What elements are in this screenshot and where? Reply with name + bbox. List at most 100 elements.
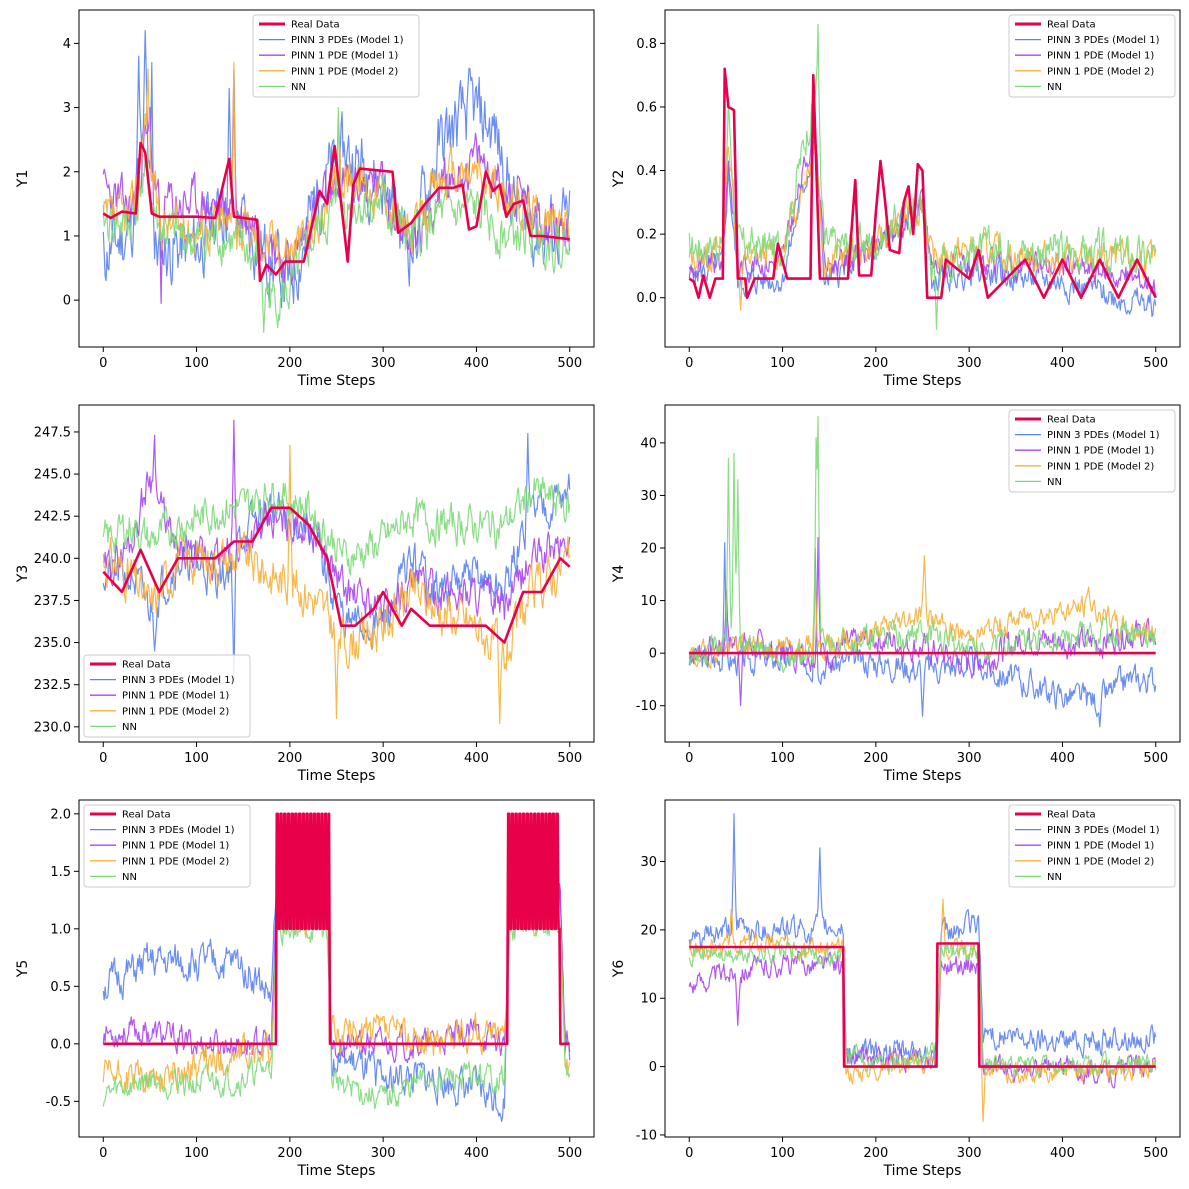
plot-area-y1 xyxy=(102,29,571,333)
y-axis-label: Y3 xyxy=(15,565,31,583)
x-tick-label: 500 xyxy=(1143,1146,1168,1161)
subplot-y4: 0 100 200 300 400 500 -10 0 10 20 30 40 Time Steps Y4… xyxy=(611,404,1181,784)
y-tick-label: 1.5 xyxy=(50,865,71,880)
legend-label-pinn1m1: PINN 1 PDE (Model 1) xyxy=(1047,841,1154,852)
y-tick-label: 0.0 xyxy=(636,291,657,306)
legend-box xyxy=(252,14,420,98)
legend-label-pinn1m2: PINN 1 PDE (Model 2) xyxy=(122,856,229,867)
legend-label-pinn1m2: PINN 1 PDE (Model 2) xyxy=(1047,66,1154,77)
legend-label-nn: NN xyxy=(1047,477,1062,488)
legend-label-pinn3: PINN 3 PDEs (Model 1) xyxy=(122,675,235,686)
legend-y4: Real Data PINN 3 PDEs (Model 1) PINN 1 PDE… xyxy=(1008,409,1176,493)
series-real-y6 xyxy=(689,942,1156,1068)
legend-box xyxy=(1008,409,1176,493)
y-tick-label: 242.5 xyxy=(34,510,71,525)
x-tick-label: 200 xyxy=(863,356,888,371)
x-tick-label: 200 xyxy=(277,751,302,766)
y-axis-label: Y1 xyxy=(15,170,31,188)
legend-label-pinn3: PINN 3 PDEs (Model 1) xyxy=(1047,35,1160,46)
y-tick-label: 237.5 xyxy=(34,594,71,609)
y-tick-label: 232.5 xyxy=(34,678,71,693)
series-pinn1m1-y3 xyxy=(102,419,571,622)
x-tick-label: 400 xyxy=(1050,1146,1075,1161)
legend-label-nn: NN xyxy=(122,722,137,733)
series-pinn1m2-y6 xyxy=(688,898,1157,1122)
legend-y3: Real Data PINN 3 PDEs (Model 1) PINN 1 PDE… xyxy=(83,654,251,738)
plot-area-y2 xyxy=(688,23,1157,331)
legend-label-real: Real Data xyxy=(291,20,340,31)
x-tick-label: 300 xyxy=(371,356,396,371)
legend-label-pinn3: PINN 3 PDEs (Model 1) xyxy=(1047,430,1160,441)
y-tick-label: 3 xyxy=(63,101,71,116)
x-tick-label: 200 xyxy=(277,1146,302,1161)
axes-frame-y6 xyxy=(664,799,1181,1138)
legend-label-pinn1m1: PINN 1 PDE (Model 1) xyxy=(122,841,229,852)
x-tick-label: 200 xyxy=(863,1146,888,1161)
plot-area-y4 xyxy=(688,416,1157,728)
legend-label-pinn1m1: PINN 1 PDE (Model 1) xyxy=(1047,51,1154,62)
x-tick-label: 100 xyxy=(770,1146,795,1161)
plot-area-y3 xyxy=(102,419,571,725)
legend-label-pinn1m2: PINN 1 PDE (Model 2) xyxy=(291,66,398,77)
x-tick-label: 200 xyxy=(277,356,302,371)
legend-label-pinn1m1: PINN 1 PDE (Model 1) xyxy=(122,691,229,702)
y-tick-label: 0 xyxy=(649,647,657,662)
legend-label-real: Real Data xyxy=(122,660,171,671)
legend-y2: Real Data PINN 3 PDEs (Model 1) PINN 1 PDE… xyxy=(1008,14,1176,98)
x-tick-label: 500 xyxy=(557,751,582,766)
series-nn-y5 xyxy=(102,909,571,1110)
y-tick-label: 10 xyxy=(640,992,657,1007)
y-tick-label: 2 xyxy=(63,165,71,180)
y-axis-label: Y4 xyxy=(611,565,627,584)
y-axis-label: Y5 xyxy=(15,960,31,978)
y-axis-label: Y6 xyxy=(611,960,627,979)
y-tick-label: 0.2 xyxy=(636,228,657,243)
legend-label-nn: NN xyxy=(1047,82,1062,93)
y-tick-label: 230.0 xyxy=(34,720,71,735)
axes-frame-y5 xyxy=(78,799,595,1138)
x-tick-label: 0 xyxy=(99,356,107,371)
x-tick-label: 0 xyxy=(99,751,107,766)
axes-frame-y1 xyxy=(78,9,595,348)
x-tick-label: 100 xyxy=(770,751,795,766)
y-tick-label: -0.5 xyxy=(46,1095,71,1110)
y-tick-label: -10 xyxy=(636,699,657,714)
x-axis-label: Time Steps xyxy=(883,768,962,784)
y-tick-label: 20 xyxy=(640,923,657,938)
y-axis-label: Y2 xyxy=(611,170,627,188)
legend-label-nn: NN xyxy=(1047,872,1062,883)
legend-label-pinn1m1: PINN 1 PDE (Model 1) xyxy=(1047,446,1154,457)
legend-box xyxy=(83,804,251,888)
x-tick-label: 400 xyxy=(464,1146,489,1161)
x-tick-label: 300 xyxy=(371,751,396,766)
legend-label-real: Real Data xyxy=(1047,810,1096,821)
legend-label-pinn1m1: PINN 1 PDE (Model 1) xyxy=(291,51,398,62)
x-tick-label: 100 xyxy=(184,751,209,766)
x-tick-label: 300 xyxy=(957,751,982,766)
series-nn-y3 xyxy=(102,476,571,576)
x-tick-label: 100 xyxy=(184,1146,209,1161)
series-real-y2 xyxy=(688,67,1157,299)
series-real-y3 xyxy=(102,506,571,644)
y-tick-label: 0 xyxy=(63,294,71,309)
series-pinn1m1-y4 xyxy=(688,536,1157,707)
x-axis-label: Time Steps xyxy=(297,1163,376,1179)
y-tick-label: 40 xyxy=(640,436,657,451)
x-tick-label: 400 xyxy=(1050,751,1075,766)
subplot-y2: 0 100 200 300 400 500 0.0 0.2 0.4 0.6 0.8 Time Step… xyxy=(611,9,1181,389)
legend-box xyxy=(1008,804,1176,888)
subplot-y5: 0 100 200 300 400 500 -0.5 0.0 0.5 1.0 1.5 2.0 Time … xyxy=(15,799,595,1179)
y-tick-label: 4 xyxy=(63,37,71,52)
legend-label-nn: NN xyxy=(122,872,137,883)
x-tick-label: 0 xyxy=(685,1146,693,1161)
x-axis-label: Time Steps xyxy=(883,373,962,389)
y-tick-label: 0.4 xyxy=(636,164,657,179)
x-tick-label: 0 xyxy=(685,751,693,766)
y-tick-label: 30 xyxy=(640,489,657,504)
y-tick-label: 235.0 xyxy=(34,636,71,651)
subplot-y6: 0 100 200 300 400 500 -10 0 10 20 30 Time Steps Y6 Re… xyxy=(611,799,1181,1179)
x-tick-label: 0 xyxy=(685,356,693,371)
y-tick-label: 2.0 xyxy=(50,807,71,822)
y-tick-label: 0.6 xyxy=(636,100,657,115)
legend-label-real: Real Data xyxy=(122,810,171,821)
